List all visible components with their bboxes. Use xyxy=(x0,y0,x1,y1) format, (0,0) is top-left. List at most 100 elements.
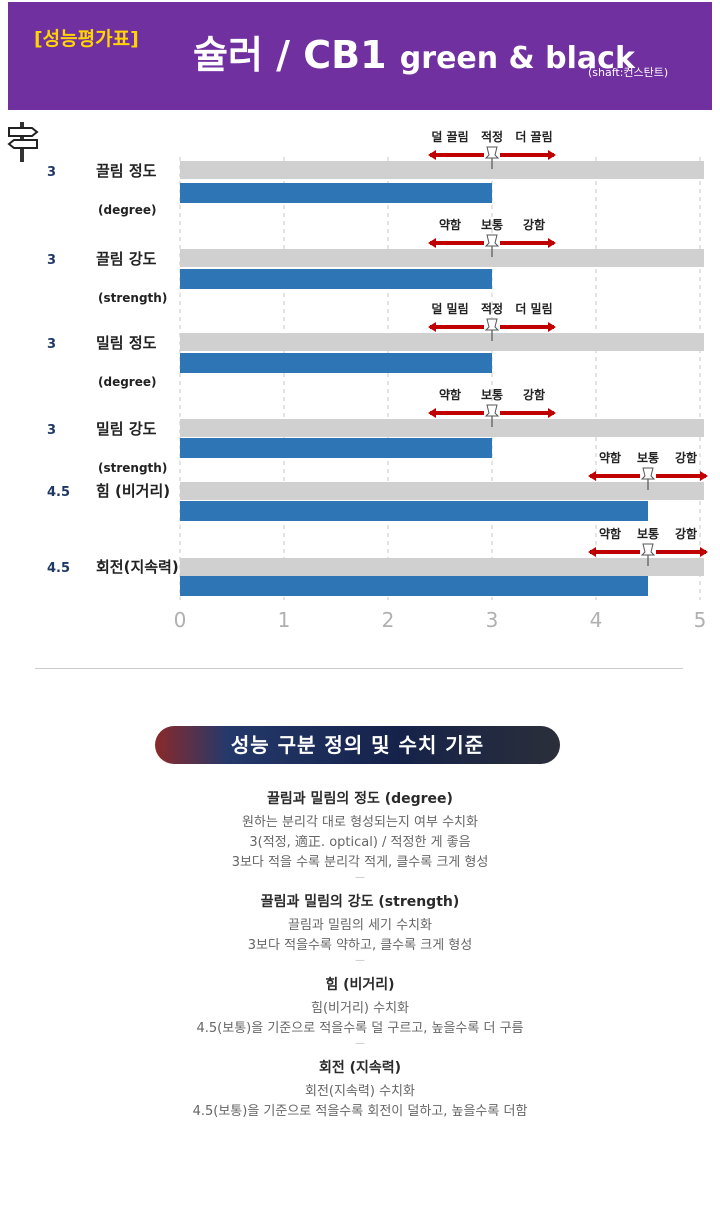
definition-line: 4.5(보통)을 기준으로 적을수록 덜 구르고, 높을수록 더 구름 xyxy=(196,1021,524,1036)
scale-label-mid: 보통 xyxy=(481,217,503,232)
definition-title: 끌림과 밀림의 강도 (strength) xyxy=(260,894,460,910)
definition-separator: — xyxy=(355,955,365,966)
scale-label-high: 더 끌림 xyxy=(515,129,552,144)
definition-title: 끌림과 밀림의 정도 (degree) xyxy=(267,791,453,807)
scale-label-low: 약함 xyxy=(439,217,461,232)
value-label: 3 xyxy=(47,165,56,180)
row-label: 밀림 정도 xyxy=(96,334,157,352)
value-label: 3 xyxy=(47,337,56,352)
scale-label-mid: 보통 xyxy=(481,387,503,402)
bar xyxy=(180,576,648,596)
scale-label-low: 약함 xyxy=(599,526,621,541)
pushpin-icon xyxy=(484,234,500,247)
definition-line: 원하는 분리각 대로 형성되는지 여부 수치화 xyxy=(242,815,478,830)
track-band xyxy=(180,249,704,267)
scale-label-high: 강함 xyxy=(675,450,697,465)
definition-line: 회전(지속력) 수치화 xyxy=(305,1084,415,1099)
definition-line: 3(적정, 適正. optical) / 적정한 게 좋음 xyxy=(249,835,471,850)
x-tick-label: 3 xyxy=(486,608,499,632)
scale-arrowhead-right xyxy=(548,150,556,160)
definition-line: 3보다 적을 수록 분리각 적게, 클수록 크게 형성 xyxy=(231,855,489,870)
definition-block: 힘 (비거리) 힘(비거리) 수치화 4.5(보통)을 기준으로 적을수록 덜 구르… xyxy=(0,974,720,1049)
x-tick-label: 4 xyxy=(590,608,603,632)
performance-chart: 3 끌림 정도(degree)덜 끌림 적정 더 끌림3 끌림 강도(strength)… xyxy=(47,129,708,632)
scale-label-mid: 적정 xyxy=(481,129,503,144)
scale-label-low: 약함 xyxy=(599,450,621,465)
x-tick-label: 5 xyxy=(694,608,707,632)
pushpin-icon xyxy=(484,404,500,417)
row-sublabel: (strength) xyxy=(98,461,167,475)
header-banner: [성능평가표] 슐러 / CB1 green & black (shaft:컨스… xyxy=(8,2,712,110)
row-sublabel: (degree) xyxy=(98,203,156,217)
scale-label-mid: 보통 xyxy=(637,526,659,541)
shaft-label: (shaft:컨스탄트) xyxy=(588,66,669,79)
scale-label-mid: 적정 xyxy=(481,301,503,316)
definition-line: 힘(비거리) 수치화 xyxy=(311,1001,409,1016)
row-label: 밀림 강도 xyxy=(96,420,157,438)
title-sub: green & black xyxy=(399,41,635,76)
definition-block: 끌림과 밀림의 강도 (strength) 끌림과 밀림의 세기 수치화 3보다 적… xyxy=(0,891,720,966)
row-label: 회전(지속력) xyxy=(96,558,179,576)
x-tick-label: 2 xyxy=(382,608,395,632)
bar xyxy=(180,353,492,373)
page-title: 슐러 / CB1 green & black xyxy=(193,24,635,79)
value-label: 3 xyxy=(47,423,56,438)
scale-label-high: 강함 xyxy=(523,217,545,232)
definition-line: 끌림과 밀림의 세기 수치화 xyxy=(288,918,432,933)
title-main: 슐러 / CB1 xyxy=(193,33,387,77)
divider xyxy=(35,668,683,669)
definition-separator: — xyxy=(355,1038,365,1049)
scale-label-low: 덜 끌림 xyxy=(431,130,468,144)
definition-title: 힘 (비거리) xyxy=(325,977,395,993)
row-sublabel: (strength) xyxy=(98,291,167,305)
bar xyxy=(180,183,492,203)
scale-arrowhead-right xyxy=(548,322,556,332)
scale-arrowhead-left xyxy=(428,408,436,418)
scale-label-high: 강함 xyxy=(675,526,697,541)
pushpin-icon xyxy=(640,543,656,556)
scale-arrowhead-left xyxy=(588,547,596,557)
scale-arrowhead-left xyxy=(428,150,436,160)
definition-line: 4.5(보통)을 기준으로 적을수록 회전이 덜하고, 높을수록 더함 xyxy=(192,1104,528,1119)
scale-label-mid: 보통 xyxy=(637,450,659,465)
scale-label-high: 강함 xyxy=(523,387,545,402)
scale-arrowhead-right xyxy=(700,547,708,557)
track-band xyxy=(180,482,704,500)
definition-title: 회전 (지속력) xyxy=(318,1060,402,1076)
scale-arrowhead-right xyxy=(548,238,556,248)
bar xyxy=(180,269,492,289)
row-label: 힘 (비거리) xyxy=(96,482,170,500)
x-tick-label: 0 xyxy=(174,608,187,632)
scale-arrowhead-left xyxy=(428,322,436,332)
section-pill-title: 성능 구분 정의 및 수치 기준 xyxy=(155,726,560,764)
track-band xyxy=(180,333,704,351)
value-label: 4.5 xyxy=(47,561,70,576)
scale-arrowhead-right xyxy=(548,408,556,418)
scale-label-high: 더 밀림 xyxy=(515,301,552,316)
scale-arrowhead-right xyxy=(700,471,708,481)
bar xyxy=(180,438,492,458)
definition-block: 회전 (지속력) 회전(지속력) 수치화 4.5(보통)을 기준으로 적을수록 회전… xyxy=(0,1057,720,1122)
scale-arrowhead-left xyxy=(588,471,596,481)
row-label: 끌림 강도 xyxy=(96,250,157,268)
definition-block: 끌림과 밀림의 정도 (degree) 원하는 분리각 대로 형성되는지 여부 수… xyxy=(0,788,720,883)
header-badge: [성능평가표] xyxy=(34,28,139,50)
scale-label-low: 덜 밀림 xyxy=(431,302,468,316)
bar xyxy=(180,501,648,521)
definitions-list: 끌림과 밀림의 정도 (degree) 원하는 분리각 대로 형성되는지 여부 수… xyxy=(0,788,720,1130)
pushpin-icon xyxy=(484,146,500,159)
track-band xyxy=(180,419,704,437)
x-tick-label: 1 xyxy=(278,608,291,632)
definition-separator: — xyxy=(355,872,365,883)
scale-arrowhead-left xyxy=(428,238,436,248)
track-band xyxy=(180,558,704,576)
value-label: 4.5 xyxy=(47,485,70,500)
pushpin-icon xyxy=(640,467,656,480)
row-label: 끌림 정도 xyxy=(96,162,157,180)
scale-label-low: 약함 xyxy=(439,387,461,402)
definition-line: 3보다 적을수록 약하고, 클수록 크게 형성 xyxy=(247,938,473,953)
row-sublabel: (degree) xyxy=(98,375,156,389)
pushpin-icon xyxy=(484,318,500,331)
track-band xyxy=(180,161,704,179)
signpost-icon xyxy=(7,122,39,162)
